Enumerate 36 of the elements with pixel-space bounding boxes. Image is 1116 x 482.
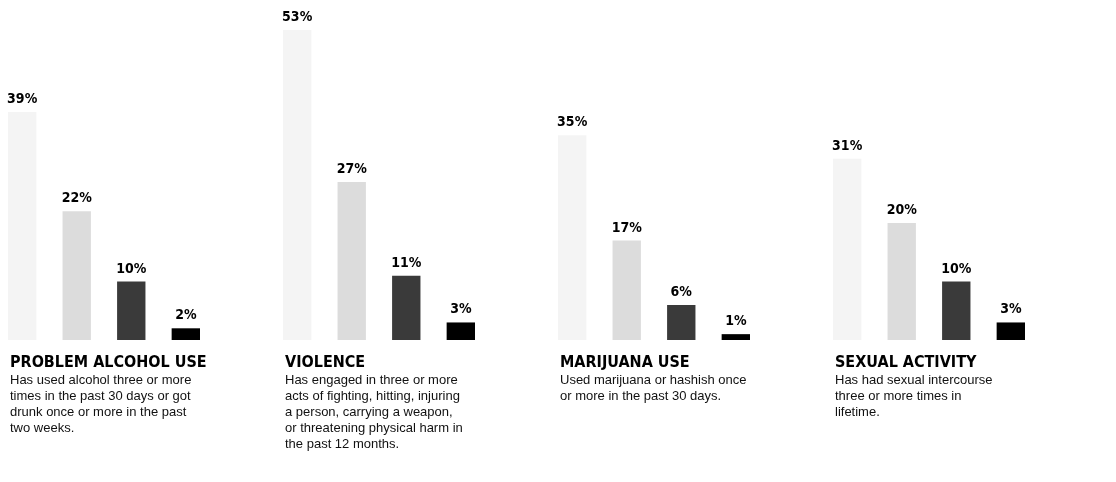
bar: [942, 281, 971, 340]
bar: [171, 328, 200, 340]
data-label: 53%: [282, 8, 313, 24]
x-tick-label: SEXUAL ACTIVITY: [835, 352, 978, 371]
data-label: 31%: [832, 136, 863, 153]
text: Has used alcohol three or more times in the past 30 days or got drunk once or more in the past two weeks.: [10, 372, 192, 435]
data-label: 22%: [61, 189, 93, 206]
data-label: 3%: [450, 300, 472, 317]
bar: [667, 304, 696, 340]
data-label: 2%: [175, 306, 197, 323]
text: Has had sexual intercourse three or more times in lifetime.: [835, 372, 993, 419]
data-label: 10%: [941, 259, 972, 276]
data-label: 11%: [391, 253, 422, 270]
x-tick-label: VIOLENCE: [285, 352, 366, 371]
bar: [996, 322, 1025, 340]
bar: [117, 281, 146, 340]
bar: [62, 211, 91, 340]
x-tick-label: MARIJUANA USE: [560, 352, 690, 371]
data-label: 3%: [1000, 300, 1022, 317]
text: Used marijuana or hashish once or more in the past 30 days.: [560, 372, 747, 403]
bar: [721, 334, 750, 340]
data-label: 39%: [7, 89, 38, 106]
bar: [392, 275, 421, 340]
data-label: 6%: [670, 282, 693, 299]
data-label: 27%: [336, 160, 368, 177]
data-label: 20%: [886, 201, 918, 218]
data-label: 35%: [557, 113, 588, 130]
bar: [887, 223, 916, 340]
bar: [337, 182, 366, 340]
data-label: 1%: [725, 312, 747, 329]
data-label: 10%: [116, 259, 147, 276]
data-label: 17%: [611, 218, 643, 235]
bar: [612, 240, 641, 340]
text: Has engaged in three or more acts of fighting, hitting, injuring a person, carrying a weapon, or threatening physical harm in the past 12 months.: [285, 372, 463, 451]
bar: [446, 322, 475, 340]
x-tick-label: PROBLEM ALCOHOL USE: [10, 352, 207, 371]
